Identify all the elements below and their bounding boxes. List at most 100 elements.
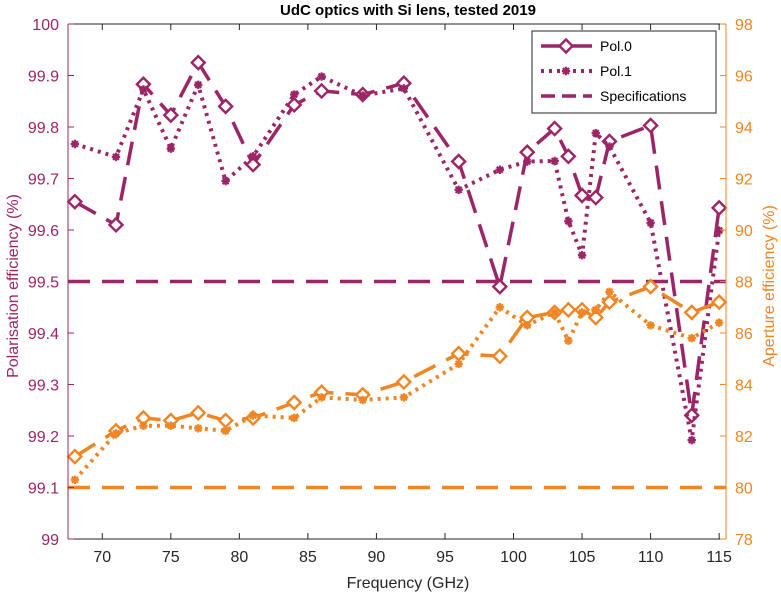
data-point-pol1-81 — [248, 152, 258, 161]
legend-marker-pol1 — [561, 66, 571, 76]
data-point-pol1-106 — [591, 128, 600, 138]
data-point-aperture-pol1-86 — [317, 393, 326, 402]
y-right-tick-label-90: 90 — [735, 223, 753, 240]
data-point-pol0-110 — [642, 117, 659, 134]
x-tick-label-70: 70 — [93, 549, 111, 566]
series-line-pol0 — [74, 60, 721, 418]
data-point-pol1-71 — [111, 152, 121, 162]
y-right-tick-label-84: 84 — [735, 378, 753, 395]
legend: Pol.0 Pol.1 Specifications — [531, 30, 717, 114]
data-point-pol1-79 — [221, 176, 230, 186]
data-point-aperture-pol1-89 — [358, 395, 367, 405]
legend-entry-pol1 — [541, 66, 592, 76]
data-point-aperture-pol0-110 — [642, 278, 659, 295]
y-axis-label-right: Aperture efficiency (%) — [761, 205, 778, 367]
y-left-tick-label-99.8: 99.8 — [28, 120, 59, 137]
data-point-pol1-99 — [495, 165, 505, 174]
data-point-pol1-105 — [577, 251, 587, 260]
y-left-tick-label-99.5: 99.5 — [28, 275, 59, 292]
x-tick-label-100: 100 — [500, 549, 527, 566]
data-point-aperture-pol0-68 — [66, 448, 84, 465]
x-tick-label-75: 75 — [162, 549, 180, 566]
y-left-tick-label-99.3: 99.3 — [28, 378, 59, 395]
x-tick-label-105: 105 — [569, 549, 596, 566]
x-tick-label-80: 80 — [230, 549, 248, 566]
data-point-pol0-101 — [519, 144, 536, 161]
x-tick-label-115: 115 — [706, 549, 732, 566]
chart-title: UdC optics with Si lens, tested 2019 — [280, 2, 536, 19]
data-point-pol1-113 — [687, 435, 696, 445]
y-right-tick-label-96: 96 — [735, 69, 753, 86]
data-point-pol1-107 — [605, 142, 614, 151]
data-point-pol0-104 — [560, 148, 577, 165]
y-left-tick-label-99.7: 99.7 — [28, 172, 59, 189]
data-point-pol1-104 — [564, 217, 573, 226]
x-tick-label-90: 90 — [368, 549, 386, 566]
y-right-tick-label-80: 80 — [735, 481, 753, 498]
series-pol0 — [66, 54, 728, 424]
y-left-tick-label-100: 100 — [32, 17, 59, 34]
data-point-pol1-103 — [550, 156, 559, 166]
data-point-pol1-75 — [166, 144, 176, 153]
data-point-pol1-84 — [289, 90, 299, 99]
data-point-aperture-pol1-113 — [687, 333, 696, 343]
data-point-aperture-pol0-77 — [190, 404, 207, 422]
data-point-aperture-pol1-73 — [139, 421, 148, 430]
data-point-aperture-pol0-113 — [683, 304, 700, 321]
data-point-aperture-pol1-81 — [248, 411, 258, 420]
data-point-aperture-pol0-84 — [285, 394, 303, 411]
y-left-tick-label-99.4: 99.4 — [28, 326, 59, 343]
data-point-pol1-77 — [194, 80, 203, 89]
data-point-pol0-99 — [491, 278, 509, 295]
series-pol1 — [70, 72, 724, 445]
axes-layer: 70 75 80 85 90 95 100 105 110 115 99 99.1 99.2 99.3 99… — [28, 17, 753, 566]
x-tick-label-110: 110 — [638, 549, 664, 566]
x-tick-label-95: 95 — [436, 549, 454, 566]
series-layer — [66, 54, 728, 490]
y-left-tick-label-99.9: 99.9 — [28, 69, 59, 86]
data-point-aperture-pol1-92 — [399, 393, 409, 402]
data-point-pol1-115 — [714, 226, 724, 235]
y-left-tick-label-99.6: 99.6 — [28, 223, 59, 240]
series-line-aperture-pol1 — [73, 289, 721, 482]
y-left-tick-label-99: 99 — [41, 532, 59, 549]
data-point-pol1-101 — [523, 157, 532, 166]
data-point-pol0-84 — [285, 96, 303, 114]
y-left-tick-label-99.2: 99.2 — [28, 429, 59, 446]
data-point-pol0-105 — [573, 187, 591, 204]
data-point-aperture-pol1-106 — [591, 305, 600, 315]
legend-label-pol1: Pol.1 — [600, 63, 632, 79]
data-point-aperture-pol1-105 — [577, 308, 587, 317]
y-right-tick-label-78: 78 — [735, 532, 753, 549]
data-point-pol0-68 — [66, 193, 84, 210]
y-left-tick-label-99.1: 99.1 — [28, 481, 59, 498]
x-tick-label-85: 85 — [299, 549, 317, 566]
data-point-pol1-86 — [317, 72, 326, 81]
data-point-pol0-81 — [244, 156, 262, 173]
y-right-tick-label-86: 86 — [735, 326, 753, 343]
data-point-pol1-89 — [358, 91, 367, 100]
y-right-tick-label-98: 98 — [735, 17, 753, 34]
y-right-tick-label-92: 92 — [735, 172, 753, 189]
data-point-aperture-pol0-115 — [710, 293, 728, 311]
data-point-aperture-pol1-103 — [550, 308, 559, 317]
data-point-pol1-73 — [139, 85, 148, 94]
data-point-aperture-pol1-99 — [495, 303, 505, 312]
data-point-pol1-68 — [70, 139, 80, 149]
series-aperture-pol1 — [70, 287, 724, 484]
data-point-pol0-86 — [313, 82, 330, 100]
x-axis-label: Frequency (GHz) — [347, 575, 470, 592]
data-point-pol0-79 — [217, 98, 234, 115]
data-point-pol0-115 — [710, 199, 728, 217]
data-point-aperture-pol1-101 — [523, 321, 532, 330]
data-point-aperture-pol1-84 — [289, 413, 299, 423]
series-aperture-pol0 — [66, 278, 728, 465]
data-point-aperture-pol1-77 — [194, 424, 203, 433]
data-point-pol0-103 — [546, 120, 563, 137]
data-point-aperture-pol0-92 — [395, 373, 413, 391]
data-point-aperture-pol1-96 — [454, 359, 463, 369]
data-point-pol1-110 — [646, 218, 655, 227]
data-point-aperture-pol1-104 — [564, 336, 573, 345]
data-point-aperture-pol0-99 — [491, 347, 509, 365]
